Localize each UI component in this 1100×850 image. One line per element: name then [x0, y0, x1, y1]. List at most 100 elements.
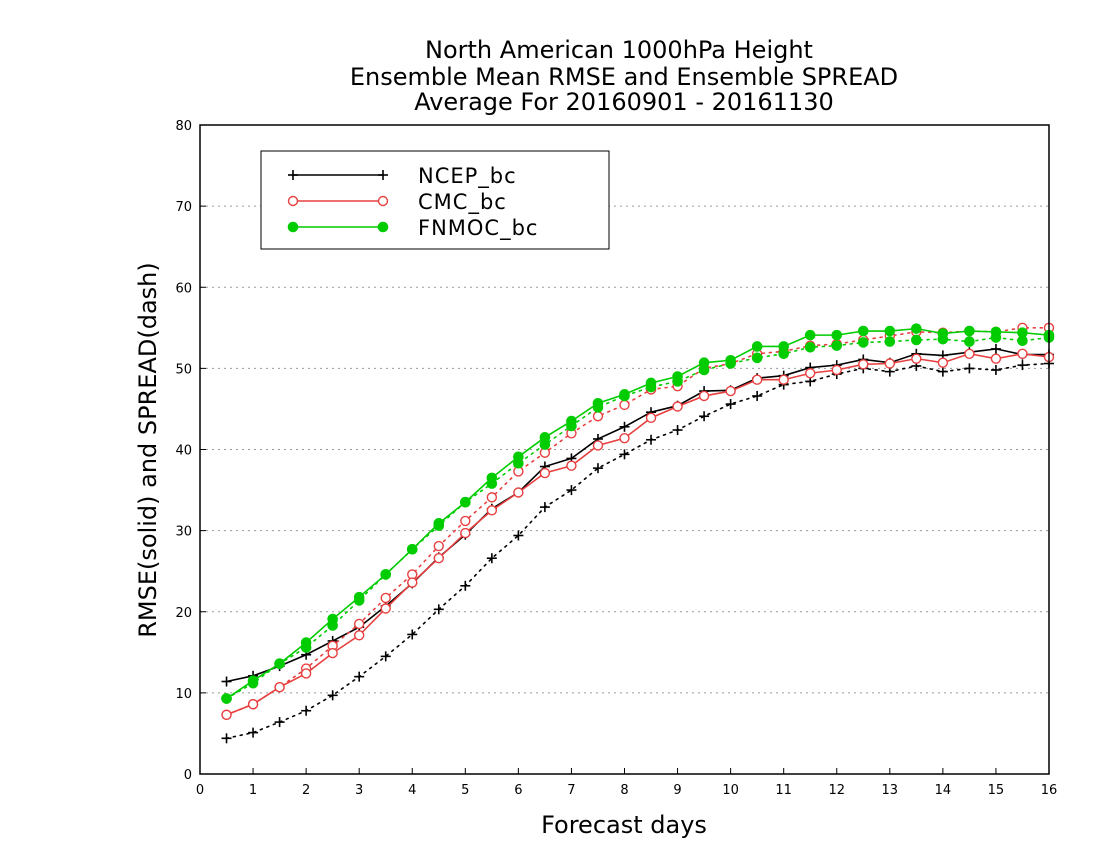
- spread-point-ncep-bc: [672, 425, 683, 436]
- rmse-point-cmc-bc: [221, 709, 232, 720]
- rmse-point-ncep-bc: [990, 343, 1001, 354]
- x-tick-label-8: 8: [620, 783, 628, 798]
- rmse-point-fnmoc-bc: [884, 325, 896, 337]
- x-tick-label-0: 0: [196, 783, 204, 798]
- rmse-point-fnmoc-bc: [592, 397, 604, 409]
- spread-point-ncep-bc: [221, 733, 232, 744]
- spread-point-ncep-bc: [327, 690, 338, 701]
- rmse-point-cmc-bc: [539, 467, 551, 479]
- rmse-point-fnmoc-bc: [964, 325, 975, 337]
- series-layer: [221, 322, 1055, 744]
- rmse-point-fnmoc-bc: [619, 389, 630, 400]
- rmse-point-cmc-bc: [300, 668, 312, 679]
- spread-point-ncep-bc: [592, 463, 603, 474]
- spread-point-fnmoc-bc: [964, 336, 975, 347]
- spread-point-ncep-bc: [539, 502, 550, 513]
- y-tick-label-70: 70: [175, 200, 192, 215]
- spread-point-cmc-bc: [592, 411, 604, 422]
- x-tick-label-5: 5: [461, 783, 469, 798]
- rmse-point-cmc-bc: [327, 647, 338, 659]
- spread-point-ncep-bc: [301, 705, 312, 716]
- rmse-point-cmc-bc: [725, 385, 736, 397]
- legend-item-cmc-bc: CMC_bc: [287, 190, 506, 215]
- spread-point-ncep-bc: [699, 411, 710, 422]
- legend-marker-right-cmc-bc: [377, 195, 389, 207]
- legend-marker-left-cmc-bc: [287, 195, 299, 207]
- spread-point-ncep-bc: [460, 580, 471, 591]
- x-tick-label-11: 11: [775, 783, 792, 798]
- legend-box: [260, 150, 610, 250]
- rmse-point-fnmoc-bc: [1017, 327, 1028, 338]
- spread-point-cmc-bc: [353, 618, 365, 630]
- spread-point-ncep-bc: [248, 727, 259, 738]
- series-fnmoc-bc: [221, 323, 1055, 704]
- x-tick-label-3: 3: [355, 783, 363, 798]
- y-tick-label-50: 50: [175, 362, 192, 377]
- y-tick-label-60: 60: [175, 281, 192, 296]
- rmse-point-fnmoc-bc: [221, 693, 232, 704]
- rmse-point-fnmoc-bc: [486, 472, 498, 484]
- x-axis-label: Forecast days: [541, 811, 707, 839]
- legend-label-ncep-bc: NCEP_bc: [418, 164, 517, 189]
- x-tick-label-16: 16: [1041, 783, 1058, 798]
- spread-point-ncep-bc: [964, 363, 975, 374]
- spread-point-ncep-bc: [725, 399, 736, 410]
- rmse-point-cmc-bc: [1017, 348, 1028, 359]
- rmse-point-cmc-bc: [460, 527, 471, 539]
- spread-point-fnmoc-bc: [804, 341, 816, 353]
- spread-line-ncep-bc: [225, 362, 1050, 740]
- rmse-point-cmc-bc: [964, 348, 975, 359]
- rmse-point-cmc-bc: [274, 681, 285, 693]
- rmse-point-fnmoc-bc: [327, 613, 338, 625]
- x-tick-label-15: 15: [988, 783, 1005, 798]
- spread-point-fnmoc-bc: [911, 334, 922, 346]
- rmse-point-fnmoc-bc: [406, 543, 418, 555]
- rmse-point-fnmoc-bc: [247, 675, 259, 687]
- rmse-point-cmc-bc: [698, 390, 710, 402]
- spread-point-cmc-bc: [380, 592, 391, 604]
- rmse-point-fnmoc-bc: [513, 451, 524, 463]
- spread-point-ncep-bc: [354, 671, 365, 682]
- spread-point-ncep-bc: [433, 604, 444, 615]
- rmse-point-cmc-bc: [858, 359, 869, 370]
- rmse-point-fnmoc-bc: [725, 354, 736, 366]
- spread-point-ncep-bc: [619, 449, 630, 460]
- x-tick-label-7: 7: [567, 783, 575, 798]
- rmse-point-cmc-bc: [937, 357, 949, 368]
- rmse-point-cmc-bc: [884, 358, 896, 369]
- legend-marker-right-ncep-bc: [378, 170, 388, 180]
- rmse-point-fnmoc-bc: [804, 329, 816, 341]
- spread-point-cmc-bc: [433, 540, 444, 552]
- rmse-point-fnmoc-bc: [937, 328, 949, 339]
- x-tick-label-2: 2: [302, 783, 310, 798]
- spread-line-fnmoc-bc: [225, 336, 1050, 700]
- rmse-point-cmc-bc: [990, 353, 1002, 364]
- rmse-point-cmc-bc: [407, 577, 418, 588]
- title-line-2: Ensemble Mean RMSE and Ensemble SPREAD: [350, 63, 898, 91]
- series-cmc-bc: [221, 322, 1055, 720]
- rmse-point-fnmoc-bc: [274, 658, 285, 669]
- x-tick-label-10: 10: [722, 783, 739, 798]
- spread-point-ncep-bc: [937, 366, 948, 377]
- x-tick-label-12: 12: [828, 783, 845, 798]
- y-tick-label-30: 30: [175, 525, 192, 540]
- legend-marker-left-ncep-bc: [288, 170, 298, 180]
- spread-point-cmc-bc: [460, 515, 471, 527]
- rmse-point-cmc-bc: [353, 630, 365, 641]
- spread-point-ncep-bc: [1017, 360, 1028, 371]
- rmse-point-fnmoc-bc: [751, 341, 763, 352]
- rmse-point-cmc-bc: [751, 374, 763, 385]
- spread-point-fnmoc-bc: [751, 352, 763, 364]
- spread-point-ncep-bc: [513, 530, 524, 541]
- legend-marker-left-fnmoc-bc: [287, 221, 299, 233]
- rmse-point-fnmoc-bc: [911, 323, 922, 334]
- legend-item-ncep-bc: NCEP_bc: [288, 164, 517, 189]
- x-tick-label-4: 4: [408, 783, 416, 798]
- rmse-point-fnmoc-bc: [778, 341, 789, 352]
- y-axis: 0 10 20 30 40 50 60 70 80: [175, 119, 206, 783]
- rmse-point-cmc-bc: [566, 460, 577, 471]
- x-tick-label-1: 1: [249, 783, 257, 798]
- legend-label-fnmoc-bc: FNMOC_bc: [418, 216, 538, 241]
- spread-line-cmc-bc: [225, 327, 1050, 716]
